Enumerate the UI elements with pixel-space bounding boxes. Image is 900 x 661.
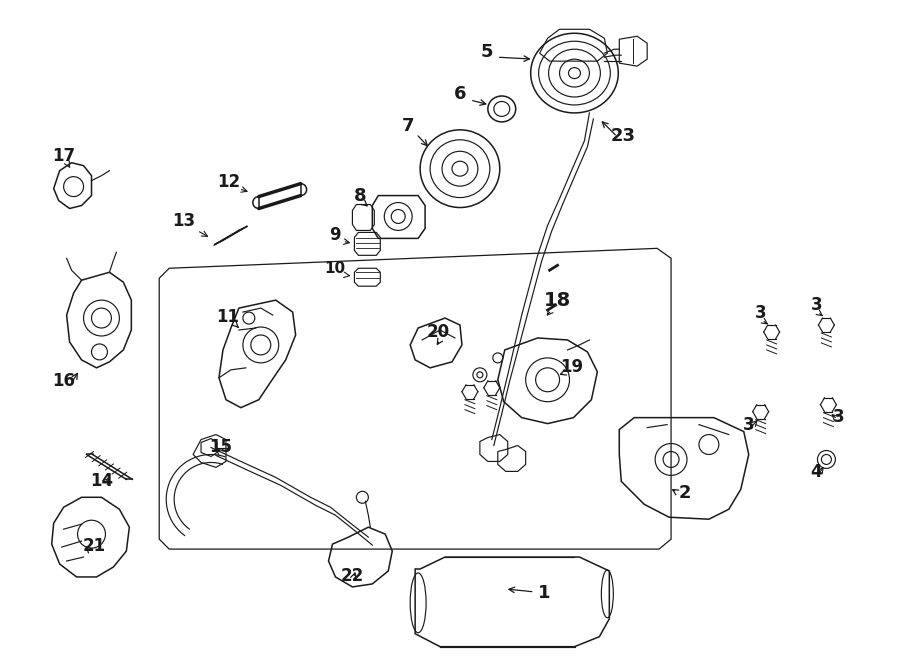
Text: 21: 21 bbox=[83, 537, 106, 555]
Text: 9: 9 bbox=[328, 226, 340, 245]
Text: 10: 10 bbox=[324, 261, 345, 276]
Text: 3: 3 bbox=[755, 304, 767, 322]
Text: 4: 4 bbox=[811, 463, 823, 481]
Text: 5: 5 bbox=[481, 43, 493, 61]
Text: 19: 19 bbox=[560, 358, 583, 376]
Text: 7: 7 bbox=[402, 117, 414, 135]
Text: 11: 11 bbox=[216, 308, 239, 326]
Text: 2: 2 bbox=[679, 485, 691, 502]
Text: 3: 3 bbox=[811, 296, 823, 314]
Text: 17: 17 bbox=[52, 147, 76, 165]
Text: 6: 6 bbox=[454, 85, 466, 103]
Text: 8: 8 bbox=[354, 186, 366, 204]
Text: 16: 16 bbox=[52, 371, 75, 390]
Text: 18: 18 bbox=[544, 291, 572, 310]
Text: 3: 3 bbox=[742, 416, 754, 434]
Text: 23: 23 bbox=[611, 127, 635, 145]
Text: 14: 14 bbox=[90, 473, 113, 490]
Text: 20: 20 bbox=[427, 323, 450, 341]
Text: 1: 1 bbox=[538, 584, 551, 602]
Text: 13: 13 bbox=[173, 212, 195, 231]
Text: 15: 15 bbox=[210, 438, 232, 457]
Text: 3: 3 bbox=[832, 408, 844, 426]
Text: 22: 22 bbox=[341, 567, 364, 585]
Text: 12: 12 bbox=[218, 173, 240, 190]
